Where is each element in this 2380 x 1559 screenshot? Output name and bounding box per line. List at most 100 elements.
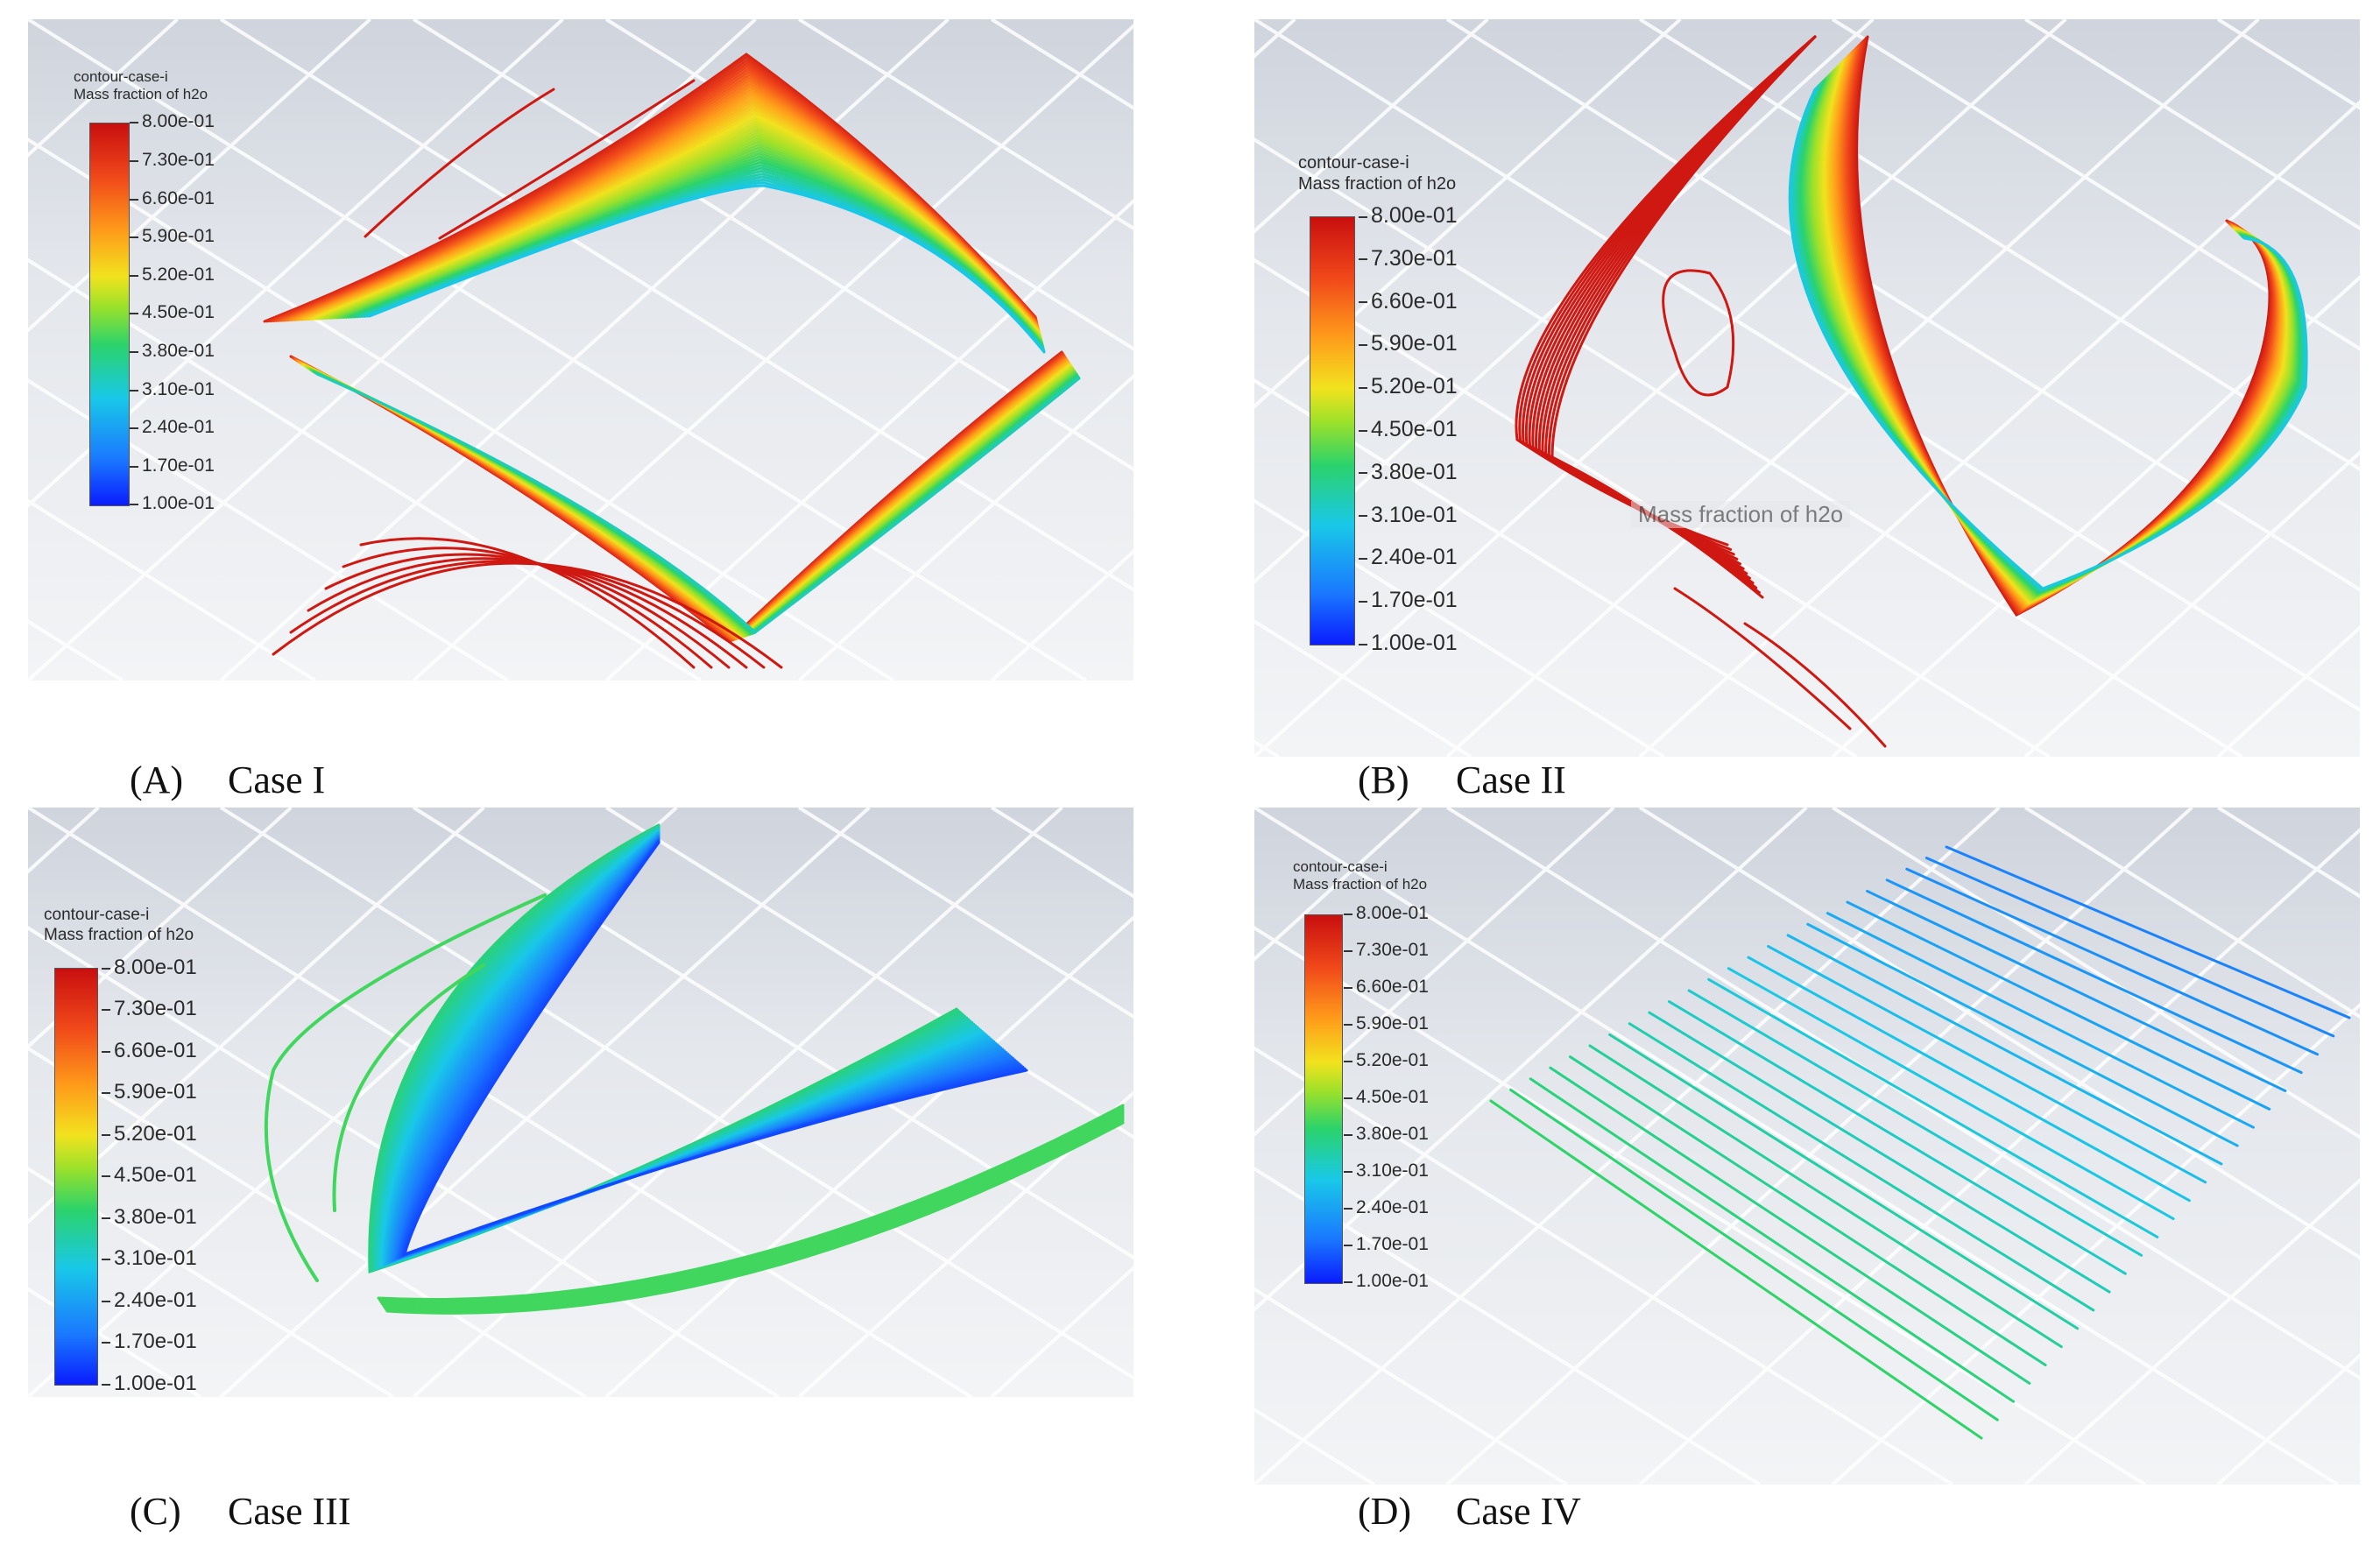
caption-c: (C) Case III bbox=[130, 1489, 351, 1534]
streamline bbox=[385, 1119, 1125, 1314]
streamline bbox=[332, 963, 485, 1212]
colorbar-tick-label: 8.00e-01 bbox=[1344, 903, 1429, 924]
floor-grid bbox=[1254, 19, 2360, 757]
streamline bbox=[1673, 587, 1852, 730]
legend-title: contour-case-i bbox=[1298, 153, 1409, 173]
streamline bbox=[1852, 38, 2273, 616]
colorbar-tick-label: 2.40e-01 bbox=[1344, 1197, 1429, 1218]
colorbar-tick-label: 3.10e-01 bbox=[130, 378, 215, 399]
streamline bbox=[1743, 622, 1887, 748]
legend-subtitle: Mass fraction of h2o bbox=[1293, 876, 1428, 893]
streamline bbox=[1788, 88, 2308, 590]
color-legend: contour-case-i Mass fraction of h2o bbox=[74, 68, 208, 104]
floor-grid bbox=[28, 19, 1134, 681]
streamline bbox=[1727, 967, 2175, 1221]
streamline bbox=[1687, 989, 2143, 1257]
color-legend: contour-case-i Mass fraction of h2o bbox=[1298, 152, 1456, 194]
streamline bbox=[380, 1111, 1125, 1307]
caption-label: (A) bbox=[130, 758, 184, 801]
colorbar-tick-label: 2.40e-01 bbox=[1359, 545, 1458, 570]
colorbar bbox=[89, 123, 130, 506]
caption-label: (C) bbox=[130, 1490, 181, 1533]
streamline bbox=[1568, 1055, 2047, 1367]
caption-case: Case III bbox=[228, 1490, 351, 1533]
streamline bbox=[378, 1105, 1125, 1302]
panel-case-i: contour-case-i Mass fraction of h2o 8.00… bbox=[28, 19, 1134, 681]
streamline-plot-case-i bbox=[28, 19, 1134, 681]
panel-case-iii: contour-case-i Mass fraction of h2o 8.00… bbox=[28, 808, 1134, 1397]
streamline bbox=[1843, 45, 2278, 612]
streamline bbox=[1848, 40, 2275, 614]
streamline bbox=[1608, 1033, 2080, 1330]
caption-a: (A) Case I bbox=[130, 758, 325, 802]
colorbar-tick-label: 6.60e-01 bbox=[1359, 288, 1458, 314]
streamline bbox=[1866, 889, 2287, 1092]
colorbar-tick-label: 3.80e-01 bbox=[102, 1204, 197, 1229]
colorbar-tick-label: 8.00e-01 bbox=[130, 111, 215, 132]
colorbar-tick-label: 5.90e-01 bbox=[1359, 331, 1458, 356]
streamline bbox=[1806, 922, 2239, 1147]
streamline bbox=[1838, 48, 2280, 610]
streamline bbox=[1648, 1011, 2111, 1294]
legend-subtitle: Mass fraction of h2o bbox=[44, 925, 194, 944]
streamline bbox=[1845, 43, 2277, 613]
colorbar-tick-label: 4.50e-01 bbox=[1359, 417, 1458, 441]
streamline bbox=[1854, 37, 2272, 617]
colorbar-tick-label: 5.90e-01 bbox=[1344, 1013, 1429, 1034]
colorbar bbox=[1310, 216, 1355, 645]
colorbar-tick-label: 3.80e-01 bbox=[130, 341, 215, 361]
streamline bbox=[1549, 1066, 2031, 1385]
streamline bbox=[1662, 269, 1735, 397]
streamline bbox=[1840, 47, 2279, 610]
colorbar-tick-label: 1.70e-01 bbox=[130, 455, 215, 476]
streamline bbox=[368, 184, 1046, 354]
streamline bbox=[1826, 912, 2255, 1129]
colorbar-tick-label: 1.00e-01 bbox=[130, 493, 215, 514]
streamline bbox=[1588, 1044, 2063, 1349]
colorbar-tick-label: 5.20e-01 bbox=[102, 1121, 197, 1146]
streamline bbox=[364, 88, 555, 238]
colorbar-tick-label: 6.60e-01 bbox=[102, 1038, 197, 1062]
caption-d: (D) Case IV bbox=[1358, 1489, 1581, 1534]
streamline bbox=[1550, 35, 1817, 599]
caption-case: Case II bbox=[1456, 758, 1566, 801]
streamline bbox=[1489, 1099, 1983, 1440]
colorbar-tick-label: 1.00e-01 bbox=[102, 1371, 197, 1395]
streamline bbox=[1850, 39, 2274, 615]
streamline bbox=[315, 372, 1081, 634]
colorbar-tick-label: 1.00e-01 bbox=[1359, 631, 1458, 655]
streamline bbox=[1841, 46, 2278, 611]
streamline bbox=[1786, 934, 2223, 1166]
streamline-plot-case-iii bbox=[28, 808, 1134, 1397]
streamline bbox=[1846, 900, 2271, 1111]
colorbar-tick-label: 3.80e-01 bbox=[1359, 459, 1458, 484]
colorbar-tick-label: 3.10e-01 bbox=[1359, 502, 1458, 527]
colorbar-tick-label: 5.20e-01 bbox=[1344, 1050, 1429, 1071]
colorbar-tick-label: 7.30e-01 bbox=[1344, 940, 1429, 961]
streamline bbox=[1945, 845, 2351, 1019]
caption-case: Case IV bbox=[1456, 1490, 1581, 1533]
streamline bbox=[1529, 1077, 2016, 1403]
streamline bbox=[402, 841, 1028, 1257]
color-legend: contour-case-i Mass fraction of h2o bbox=[44, 906, 194, 946]
colorbar-tick-label: 8.00e-01 bbox=[102, 955, 197, 979]
floor-grid bbox=[1254, 808, 2360, 1485]
streamline bbox=[438, 79, 696, 240]
streamline bbox=[272, 561, 783, 669]
colorbar-tick-label: 5.20e-01 bbox=[1359, 374, 1458, 399]
caption-case: Case I bbox=[228, 758, 326, 801]
streamline bbox=[1905, 867, 2319, 1056]
colorbar-tick-label: 7.30e-01 bbox=[102, 997, 197, 1021]
streamline bbox=[1924, 857, 2335, 1038]
overlay-label: Mass fraction of h2o bbox=[1631, 501, 1851, 528]
colorbar-tick-label: 3.10e-01 bbox=[1344, 1160, 1429, 1182]
streamline-plot-case-iv bbox=[1254, 808, 2360, 1485]
colorbar-tick-label: 3.10e-01 bbox=[102, 1246, 197, 1271]
streamline bbox=[264, 893, 547, 1282]
streamline bbox=[1885, 878, 2303, 1075]
panel-case-iv: contour-case-i Mass fraction of h2o 8.00… bbox=[1254, 808, 2360, 1485]
streamline bbox=[1707, 977, 2159, 1238]
colorbar-tick-label: 8.00e-01 bbox=[1359, 203, 1458, 228]
colorbar-tick-label: 1.00e-01 bbox=[1344, 1271, 1429, 1292]
colorbar-tick-label: 6.60e-01 bbox=[1344, 977, 1429, 998]
